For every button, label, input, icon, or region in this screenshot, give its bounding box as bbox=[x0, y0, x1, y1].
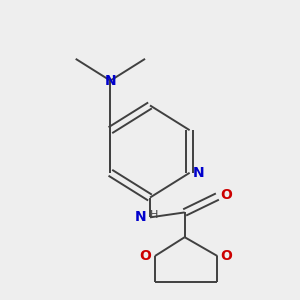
Text: N: N bbox=[134, 210, 146, 224]
Text: N: N bbox=[105, 74, 116, 88]
Text: H: H bbox=[150, 210, 158, 220]
Text: O: O bbox=[220, 188, 232, 202]
Text: O: O bbox=[220, 249, 232, 263]
Text: O: O bbox=[139, 249, 151, 263]
Text: N: N bbox=[193, 166, 204, 180]
